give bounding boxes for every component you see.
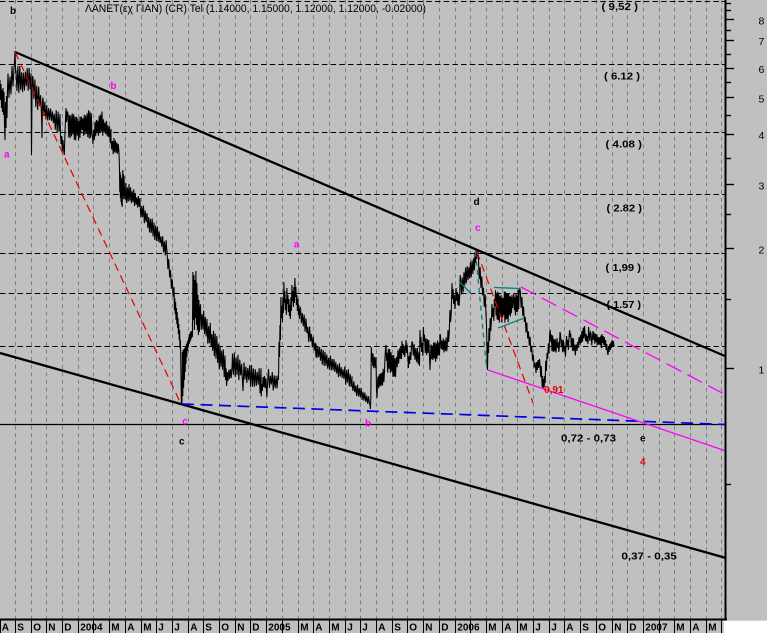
svg-text:a: a	[4, 150, 10, 161]
svg-text:e: e	[640, 434, 646, 445]
svg-text:ΛΑΝΕΤ(εχ ΓΙΑΝ) (CR) Tel (1.140: ΛΑΝΕΤ(εχ ΓΙΑΝ) (CR) Tel (1.14000, 1.1500…	[85, 3, 426, 15]
svg-text:( 1,99 ): ( 1,99 )	[606, 263, 642, 274]
svg-text:A: A	[315, 623, 322, 633]
svg-text:M: M	[676, 623, 684, 633]
svg-text:M: M	[331, 623, 339, 633]
svg-text:c: c	[475, 223, 481, 234]
svg-text:D: D	[629, 623, 636, 633]
svg-text:( 6.12 ): ( 6.12 )	[604, 71, 640, 82]
svg-text:5: 5	[759, 94, 765, 106]
svg-text:A: A	[504, 623, 511, 633]
svg-text:( 4.08 ): ( 4.08 )	[606, 140, 643, 151]
svg-text:2005: 2005	[268, 623, 291, 633]
svg-text:M: M	[300, 623, 308, 633]
svg-text:0,91: 0,91	[544, 385, 564, 396]
svg-text:D: D	[64, 623, 71, 633]
svg-text:A: A	[566, 623, 573, 633]
svg-text:4: 4	[759, 130, 765, 142]
svg-text:J: J	[347, 623, 353, 633]
svg-text:O: O	[221, 623, 229, 633]
svg-text:b: b	[365, 418, 371, 429]
svg-text:M: M	[488, 623, 496, 633]
svg-text:J: J	[551, 623, 557, 633]
svg-text:d: d	[474, 197, 480, 208]
svg-text:N: N	[237, 623, 244, 633]
svg-text:( 1.57 ): ( 1.57 )	[607, 300, 642, 311]
svg-text:( 9,52 ): ( 9,52 )	[602, 2, 639, 13]
svg-text:A: A	[190, 623, 197, 633]
svg-text:M: M	[519, 623, 527, 633]
svg-text:J: J	[535, 623, 541, 633]
svg-text:D: D	[252, 623, 259, 633]
svg-text:0,37 - 0,35: 0,37 - 0,35	[621, 551, 677, 562]
svg-text:A: A	[378, 623, 385, 633]
svg-text:1: 1	[759, 365, 765, 377]
svg-text:3: 3	[759, 180, 765, 192]
svg-text:S: S	[582, 623, 589, 633]
svg-text:4: 4	[640, 457, 646, 468]
svg-text:M: M	[143, 623, 151, 633]
svg-text:c: c	[179, 437, 185, 448]
svg-text:c: c	[182, 416, 188, 427]
svg-text:7: 7	[759, 36, 765, 48]
svg-text:J: J	[174, 623, 180, 633]
svg-text:S: S	[205, 623, 212, 633]
svg-text:J: J	[158, 623, 164, 633]
svg-text:M: M	[111, 623, 119, 633]
svg-text:8: 8	[759, 16, 765, 28]
svg-text:J: J	[362, 623, 368, 633]
svg-text:O: O	[598, 623, 606, 633]
svg-text:A: A	[127, 623, 134, 633]
svg-text:S: S	[394, 623, 401, 633]
svg-text:( 2.82 ): ( 2.82 )	[607, 204, 643, 215]
svg-text:N: N	[614, 623, 621, 633]
svg-text:b: b	[110, 81, 116, 92]
svg-text:6: 6	[759, 64, 765, 76]
svg-text:A: A	[2, 623, 9, 633]
svg-text:A: A	[692, 623, 699, 633]
svg-text:2: 2	[759, 245, 765, 257]
svg-text:b: b	[10, 6, 16, 17]
svg-text:N: N	[48, 623, 55, 633]
svg-text:2007: 2007	[645, 623, 668, 633]
svg-text:N: N	[425, 623, 432, 633]
svg-text:M: M	[708, 623, 716, 633]
svg-text:2004: 2004	[80, 623, 103, 633]
svg-text:2006: 2006	[457, 623, 480, 633]
svg-text:O: O	[409, 623, 417, 633]
svg-text:O: O	[33, 623, 41, 633]
svg-text:S: S	[17, 623, 24, 633]
svg-text:0,72 - 0,73: 0,72 - 0,73	[561, 434, 617, 445]
svg-text:D: D	[441, 623, 448, 633]
svg-text:a: a	[294, 240, 300, 251]
